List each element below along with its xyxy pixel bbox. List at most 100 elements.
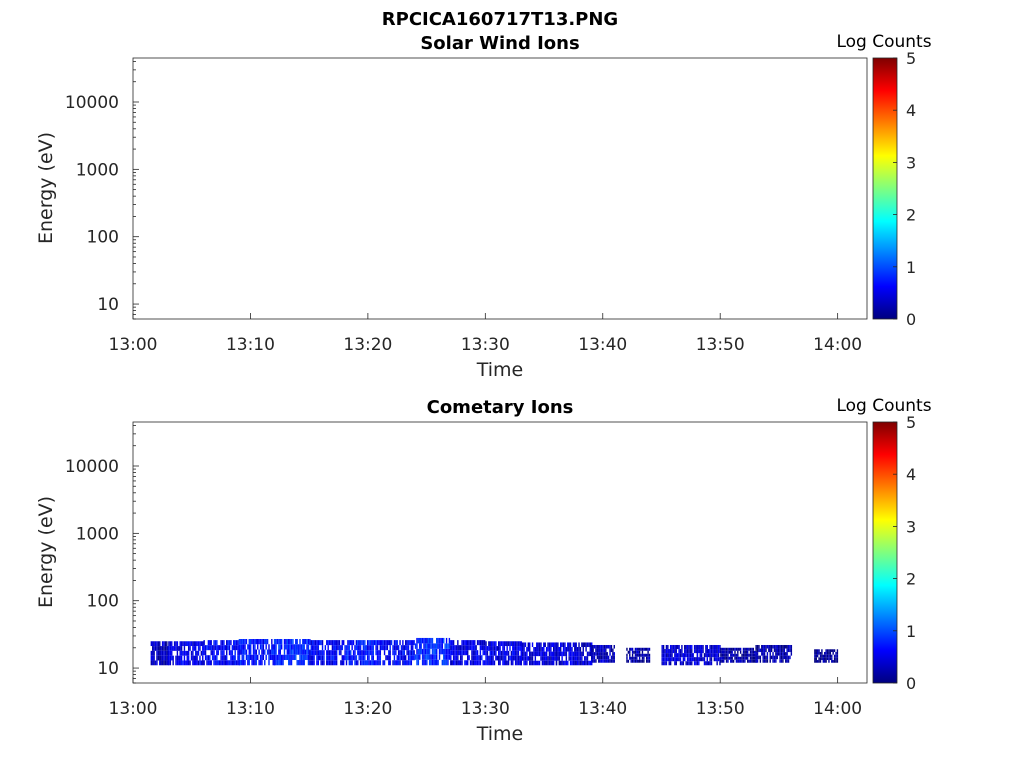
spectrogram-cell bbox=[554, 651, 556, 657]
spectrogram-cell bbox=[355, 655, 358, 661]
spectrogram-cell bbox=[209, 640, 211, 646]
spectrogram-cell bbox=[551, 642, 553, 648]
spectrogram-cell bbox=[783, 655, 786, 660]
spectrogram-cell bbox=[333, 660, 335, 666]
spectrogram-cell bbox=[713, 644, 716, 650]
spectrogram-cell bbox=[765, 644, 767, 649]
spectrogram-cell bbox=[543, 660, 545, 666]
spectrogram-cell bbox=[321, 660, 324, 666]
spectrogram-cell bbox=[835, 654, 837, 658]
spectrogram-cell bbox=[381, 640, 383, 646]
spectrogram-cell bbox=[195, 646, 197, 651]
spectrogram-cell bbox=[481, 645, 483, 651]
spectrogram-cell bbox=[467, 645, 469, 651]
spectrogram-cell bbox=[513, 641, 515, 647]
spectrogram-cell bbox=[725, 656, 728, 660]
spectrogram-cell bbox=[609, 659, 611, 663]
spectrogram-cell bbox=[455, 660, 458, 666]
spectrogram-cell bbox=[355, 640, 358, 646]
spectrogram-cell bbox=[323, 650, 325, 656]
spectrogram-cell bbox=[468, 645, 470, 651]
spectrogram-cell bbox=[831, 654, 833, 658]
spectrogram-cell bbox=[389, 660, 391, 666]
spectrogram-cell bbox=[306, 644, 308, 650]
spectrogram-cell bbox=[228, 645, 231, 651]
spectrogram-cell bbox=[605, 652, 607, 656]
spectrogram-cell bbox=[469, 645, 472, 651]
spectrogram-cell bbox=[309, 650, 311, 656]
spectrogram-cell bbox=[252, 654, 255, 661]
spectrogram-cell bbox=[738, 659, 740, 663]
spectrogram-cell bbox=[612, 648, 614, 653]
spectrogram-cell bbox=[703, 661, 706, 666]
spectrogram-cell bbox=[457, 640, 459, 646]
spectrogram-cell bbox=[493, 660, 496, 666]
spectrogram-cell bbox=[183, 655, 186, 661]
spectrogram-cell bbox=[413, 640, 415, 646]
spectrogram-cell bbox=[352, 640, 355, 646]
spectrogram-cell bbox=[721, 656, 724, 660]
spectrogram-cell bbox=[552, 660, 555, 666]
spectrogram-cell bbox=[554, 656, 556, 661]
spectrogram-cell bbox=[272, 649, 274, 655]
spectrogram-cell bbox=[631, 653, 634, 657]
spectrogram-cell bbox=[180, 650, 183, 656]
spectrogram-cell bbox=[403, 650, 405, 656]
spectrogram-cell bbox=[751, 650, 753, 654]
spectrogram-cell bbox=[592, 655, 594, 660]
spectrogram-cell bbox=[836, 660, 839, 663]
spectrogram-cell bbox=[404, 655, 407, 661]
spectrogram-cell bbox=[417, 637, 420, 644]
spectrogram-cell bbox=[231, 655, 234, 661]
spectrogram-cell bbox=[347, 655, 349, 661]
spectrogram-cell bbox=[485, 660, 487, 666]
spectrogram-cell bbox=[226, 640, 228, 646]
spectrogram-cell bbox=[710, 653, 713, 658]
spectrogram-cell bbox=[669, 649, 672, 654]
spectrogram-cell bbox=[691, 649, 693, 654]
spectrogram-cell bbox=[613, 644, 615, 649]
spectrogram-cell bbox=[373, 660, 376, 666]
spectrogram-cell bbox=[331, 645, 334, 651]
spectrogram-cell bbox=[202, 646, 204, 651]
spectrogram-cell bbox=[364, 660, 366, 666]
spectrogram-cell bbox=[789, 648, 791, 653]
spectrogram-cell bbox=[664, 649, 666, 654]
spectrogram-cell bbox=[402, 650, 404, 656]
spectrogram-cell bbox=[455, 645, 458, 651]
spectrogram-cell bbox=[189, 641, 191, 647]
spectrogram-cell bbox=[452, 645, 455, 651]
spectrogram-cell bbox=[821, 651, 823, 655]
spectrogram-cell bbox=[790, 644, 793, 649]
spectrogram-cell bbox=[569, 647, 572, 652]
spectrogram-cell bbox=[217, 660, 219, 666]
spectrogram-cell bbox=[379, 640, 382, 646]
spectrogram-cell bbox=[825, 651, 827, 655]
spectrogram-cell bbox=[510, 655, 513, 661]
spectrogram-cell bbox=[826, 651, 829, 655]
spectrogram-cell bbox=[450, 655, 452, 661]
spectrogram-cell bbox=[154, 641, 157, 647]
spectrogram-cell bbox=[347, 650, 349, 656]
spectrogram-cell bbox=[780, 652, 783, 656]
spectrogram-cell bbox=[319, 640, 321, 646]
spectrogram-cell bbox=[517, 655, 520, 661]
spectrogram-cell bbox=[703, 653, 706, 658]
spectrogram-cell bbox=[493, 650, 496, 656]
spectrogram-cell bbox=[715, 649, 717, 654]
spectrogram-cell bbox=[183, 646, 186, 651]
spectrogram-cell bbox=[172, 660, 174, 666]
spectrogram-cell bbox=[436, 648, 438, 655]
spectrogram-cell bbox=[503, 655, 506, 661]
spectrogram-cell bbox=[238, 649, 241, 655]
spectrogram-cell bbox=[240, 644, 242, 650]
spectrogram-cell bbox=[662, 649, 665, 654]
spectrogram-cell bbox=[762, 648, 764, 653]
spectrogram-cell bbox=[517, 641, 520, 647]
spectrogram-cell bbox=[634, 659, 637, 663]
spectrogram-cell bbox=[636, 650, 638, 654]
spectrogram-cell bbox=[723, 647, 725, 651]
spectrogram-cell bbox=[483, 660, 486, 666]
spectrogram-cell bbox=[364, 650, 366, 656]
spectrogram-cell bbox=[403, 655, 405, 661]
